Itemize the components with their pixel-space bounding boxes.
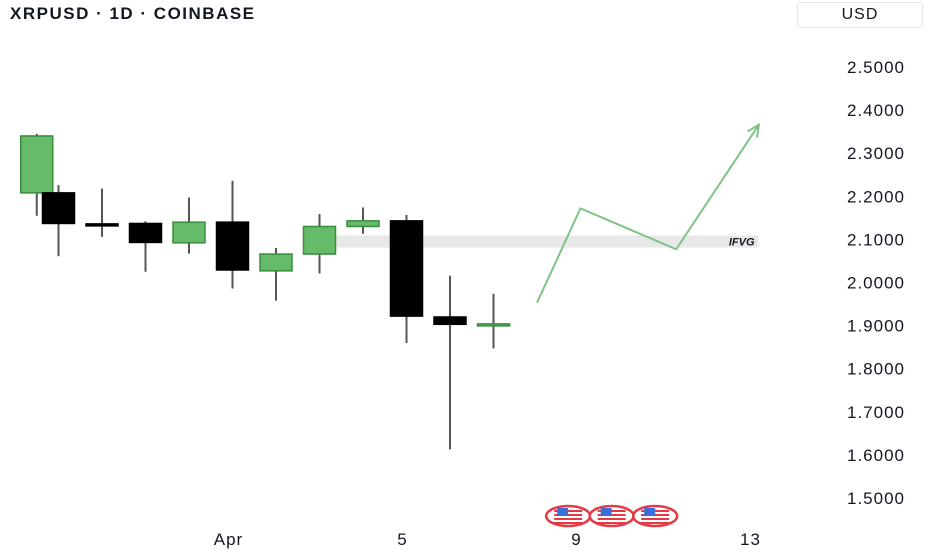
date-tick-label: 13: [740, 530, 761, 549]
candle-bullish: [346, 220, 380, 228]
price-tick-label: 2.2000: [847, 187, 905, 206]
flag-canton: [644, 508, 656, 516]
candle-bullish: [172, 221, 206, 244]
candle-bullish: [20, 135, 54, 194]
date-tick-label: 5: [397, 530, 407, 549]
projection-layer: [536, 122, 761, 304]
us-event-flag-icon: [588, 504, 635, 528]
flag-canton: [557, 508, 569, 516]
candle-bullish: [476, 323, 511, 327]
ifvg-zone-layer: IFVG: [315, 235, 759, 249]
ifvg-zone: [315, 235, 759, 248]
candles-layer: [20, 133, 511, 450]
price-tick-label: 2.5000: [847, 58, 905, 77]
price-tick-label: 2.4000: [847, 101, 905, 120]
candle-bearish: [389, 220, 424, 317]
candle-bearish: [41, 192, 76, 225]
event-flags-layer: [544, 504, 679, 528]
price-tick-label: 1.8000: [847, 360, 905, 379]
price-axis[interactable]: 2.5000 2.4000 2.3000 2.2000 2.1000 2.0000 1.90…: [847, 58, 905, 508]
date-tick-label: 9: [571, 530, 581, 549]
projection-arrowhead: [747, 122, 761, 138]
currency-button[interactable]: USD: [797, 2, 923, 28]
price-tick-label: 1.6000: [847, 446, 905, 465]
flag-canton: [600, 508, 612, 516]
price-tick-label: 2.3000: [847, 144, 905, 163]
candle-bearish: [215, 221, 250, 271]
price-tick-label: 2.0000: [847, 274, 905, 293]
candle-bearish: [433, 316, 467, 326]
price-tick-label: 1.9000: [847, 317, 905, 336]
price-tick-label: 1.5000: [847, 489, 905, 508]
us-event-flag-icon: [544, 504, 592, 528]
projection-path: [536, 124, 760, 304]
date-tick-label: Apr: [214, 530, 243, 549]
candle-bearish: [128, 222, 163, 244]
time-axis[interactable]: Apr 5 9 13: [214, 530, 761, 549]
candle-bullish: [259, 253, 293, 272]
candle-bullish: [302, 225, 337, 255]
price-tick-label: 2.1000: [847, 230, 905, 249]
price-tick-label: 1.7000: [847, 403, 905, 422]
candle-bearish: [85, 223, 119, 227]
us-event-flag-icon: [631, 504, 679, 528]
chart-title: XRPUSD · 1D · COINBASE: [10, 4, 256, 23]
ifvg-label: IFVG: [729, 237, 755, 249]
